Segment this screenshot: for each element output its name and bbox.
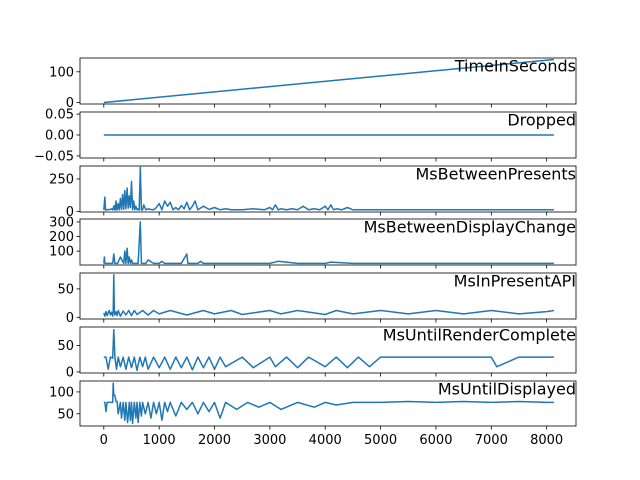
series-line-4 — [103, 221, 554, 265]
y-tick-label: 50 — [57, 282, 74, 297]
y-tick-label: 100 — [49, 245, 74, 260]
panel-title-6: MsUntilRenderComplete — [383, 326, 576, 345]
x-tick-label: 0 — [100, 433, 108, 448]
series-line-1 — [103, 58, 554, 104]
axes-frame-5 — [79, 272, 577, 320]
y-tick-label: 0.00 — [45, 129, 74, 144]
panel-title-5: MsInPresentAPI — [454, 272, 576, 291]
panel-title-1: TimeInSeconds — [454, 57, 576, 76]
y-tick-label: 0.05 — [45, 108, 74, 123]
axes-frame-3 — [79, 165, 577, 213]
x-tick-label: 4000 — [309, 433, 342, 448]
x-tick-label: 2000 — [198, 433, 231, 448]
x-tick-label: 5000 — [364, 433, 397, 448]
y-tick-label: 100 — [49, 65, 74, 80]
axes-frame-7 — [79, 380, 577, 427]
panel-title-2: Dropped — [507, 111, 576, 130]
x-tick-label: 7000 — [475, 433, 508, 448]
x-tick-label: 6000 — [419, 433, 452, 448]
y-tick-label: 100 — [49, 385, 74, 400]
axes-frame-4 — [79, 218, 577, 266]
y-tick-label: 200 — [49, 230, 74, 245]
y-tick-label: 50 — [57, 407, 74, 422]
y-tick-label: 300 — [49, 215, 74, 230]
axes-frame-1 — [79, 57, 577, 105]
series-line-3 — [103, 166, 554, 211]
y-tick-label: 0 — [66, 365, 74, 380]
axes-frame-6 — [79, 326, 577, 374]
panel-title-3: MsBetweenPresents — [415, 165, 576, 184]
panel-title-4: MsBetweenDisplayChange — [364, 218, 576, 237]
panel-title-7: MsUntilDisplayed — [438, 380, 576, 399]
y-tick-label: 0 — [66, 311, 74, 326]
y-tick-label: 250 — [49, 172, 74, 187]
y-tick-label: 0 — [66, 205, 74, 220]
y-tick-label: 0 — [66, 96, 74, 111]
series-line-6 — [103, 328, 554, 372]
x-tick-label: 3000 — [253, 433, 286, 448]
x-tick-label: 8000 — [530, 433, 563, 448]
y-tick-label: −0.05 — [34, 149, 74, 164]
series-line-5 — [103, 273, 555, 317]
y-tick-label: 50 — [57, 339, 74, 354]
x-tick-label: 1000 — [143, 433, 176, 448]
series-line-7 — [103, 382, 554, 425]
